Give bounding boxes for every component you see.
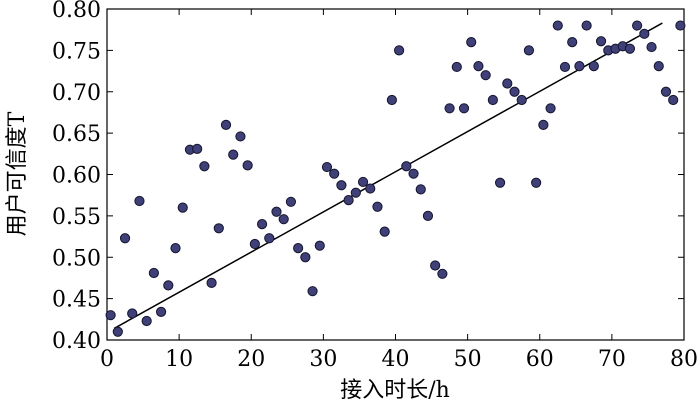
data-point bbox=[523, 45, 535, 56]
data-point bbox=[119, 233, 131, 244]
data-point bbox=[256, 219, 268, 230]
data-point bbox=[401, 161, 412, 172]
x-tick-label: 0 bbox=[100, 347, 114, 372]
x-tick-label: 80 bbox=[670, 347, 698, 372]
data-point bbox=[480, 70, 491, 81]
data-point bbox=[545, 103, 556, 114]
data-point bbox=[357, 176, 369, 188]
data-point bbox=[588, 60, 599, 72]
data-point bbox=[372, 201, 383, 212]
data-point bbox=[278, 214, 289, 225]
data-point bbox=[516, 94, 527, 106]
data-point bbox=[105, 310, 116, 321]
data-point bbox=[653, 60, 664, 72]
data-point bbox=[408, 168, 419, 179]
data-point bbox=[307, 286, 318, 297]
data-point bbox=[192, 143, 203, 154]
data-point bbox=[264, 233, 275, 244]
data-point bbox=[473, 60, 484, 72]
data-point bbox=[451, 61, 462, 73]
data-point bbox=[314, 240, 325, 251]
data-point bbox=[415, 184, 426, 195]
data-point bbox=[141, 315, 152, 327]
y-tick-label: 0.80 bbox=[52, 0, 101, 23]
y-axis-label: 用户可信度T bbox=[5, 111, 30, 236]
data-point bbox=[646, 41, 657, 53]
y-tick-label: 0.65 bbox=[52, 122, 101, 147]
data-point bbox=[422, 210, 434, 221]
data-point bbox=[538, 119, 549, 130]
y-tick-label: 0.40 bbox=[52, 329, 101, 354]
data-point bbox=[509, 86, 520, 97]
y-tick-label: 0.45 bbox=[52, 288, 101, 313]
data-point bbox=[228, 149, 239, 160]
data-point bbox=[458, 103, 470, 114]
y-tick-label: 0.55 bbox=[52, 205, 101, 230]
data-point bbox=[639, 28, 650, 39]
data-point bbox=[444, 103, 455, 114]
data-point bbox=[336, 180, 347, 191]
x-tick-label: 70 bbox=[598, 347, 626, 372]
data-point bbox=[365, 183, 376, 194]
data-point bbox=[379, 226, 390, 237]
y-tick-label: 0.60 bbox=[52, 164, 101, 189]
x-tick-label: 10 bbox=[165, 347, 193, 372]
data-point bbox=[595, 36, 607, 47]
x-tick-label: 40 bbox=[382, 347, 410, 372]
data-point bbox=[134, 195, 145, 207]
data-point bbox=[163, 280, 174, 291]
data-point bbox=[531, 177, 542, 188]
y-tick-label: 0.75 bbox=[52, 39, 101, 64]
x-axis-label: 接入时长/h bbox=[340, 378, 450, 403]
data-point bbox=[668, 94, 679, 106]
x-tick-label: 60 bbox=[526, 347, 554, 372]
data-point bbox=[559, 61, 571, 73]
data-point bbox=[494, 177, 506, 188]
data-point bbox=[675, 20, 686, 31]
data-point bbox=[235, 131, 246, 142]
data-point bbox=[148, 267, 159, 279]
data-point bbox=[321, 161, 333, 173]
x-tick-label: 20 bbox=[237, 347, 265, 372]
data-point bbox=[242, 160, 253, 171]
data-point bbox=[660, 86, 672, 97]
data-point bbox=[206, 277, 217, 289]
data-point bbox=[552, 20, 563, 31]
x-tick-label: 30 bbox=[309, 347, 337, 372]
data-point bbox=[624, 43, 636, 54]
plot-frame bbox=[106, 8, 685, 341]
data-point bbox=[170, 243, 181, 254]
data-point bbox=[300, 252, 311, 263]
y-tick-label: 0.50 bbox=[52, 246, 101, 271]
data-point bbox=[567, 37, 578, 48]
data-point bbox=[155, 306, 167, 317]
data-point bbox=[285, 196, 297, 207]
data-point bbox=[437, 268, 448, 279]
data-point bbox=[293, 243, 304, 254]
data-point bbox=[350, 187, 361, 198]
data-point bbox=[343, 195, 354, 206]
y-tick-label: 0.70 bbox=[52, 81, 101, 106]
data-point bbox=[177, 202, 188, 213]
data-point bbox=[220, 119, 232, 130]
data-point bbox=[199, 161, 210, 172]
data-point bbox=[632, 20, 643, 31]
trend-line bbox=[113, 22, 663, 330]
data-point bbox=[329, 168, 340, 179]
data-point bbox=[127, 308, 138, 319]
data-point bbox=[394, 45, 405, 56]
data-point bbox=[213, 223, 224, 234]
x-tick-label: 50 bbox=[454, 347, 482, 372]
data-point bbox=[502, 78, 513, 89]
data-point bbox=[112, 326, 123, 337]
data-point bbox=[430, 260, 441, 271]
data-point bbox=[466, 37, 477, 48]
data-point bbox=[581, 20, 592, 31]
data-point bbox=[249, 238, 260, 250]
data-point bbox=[487, 94, 498, 106]
data-point bbox=[386, 94, 397, 106]
data-point bbox=[574, 60, 585, 72]
data-point bbox=[271, 206, 282, 217]
